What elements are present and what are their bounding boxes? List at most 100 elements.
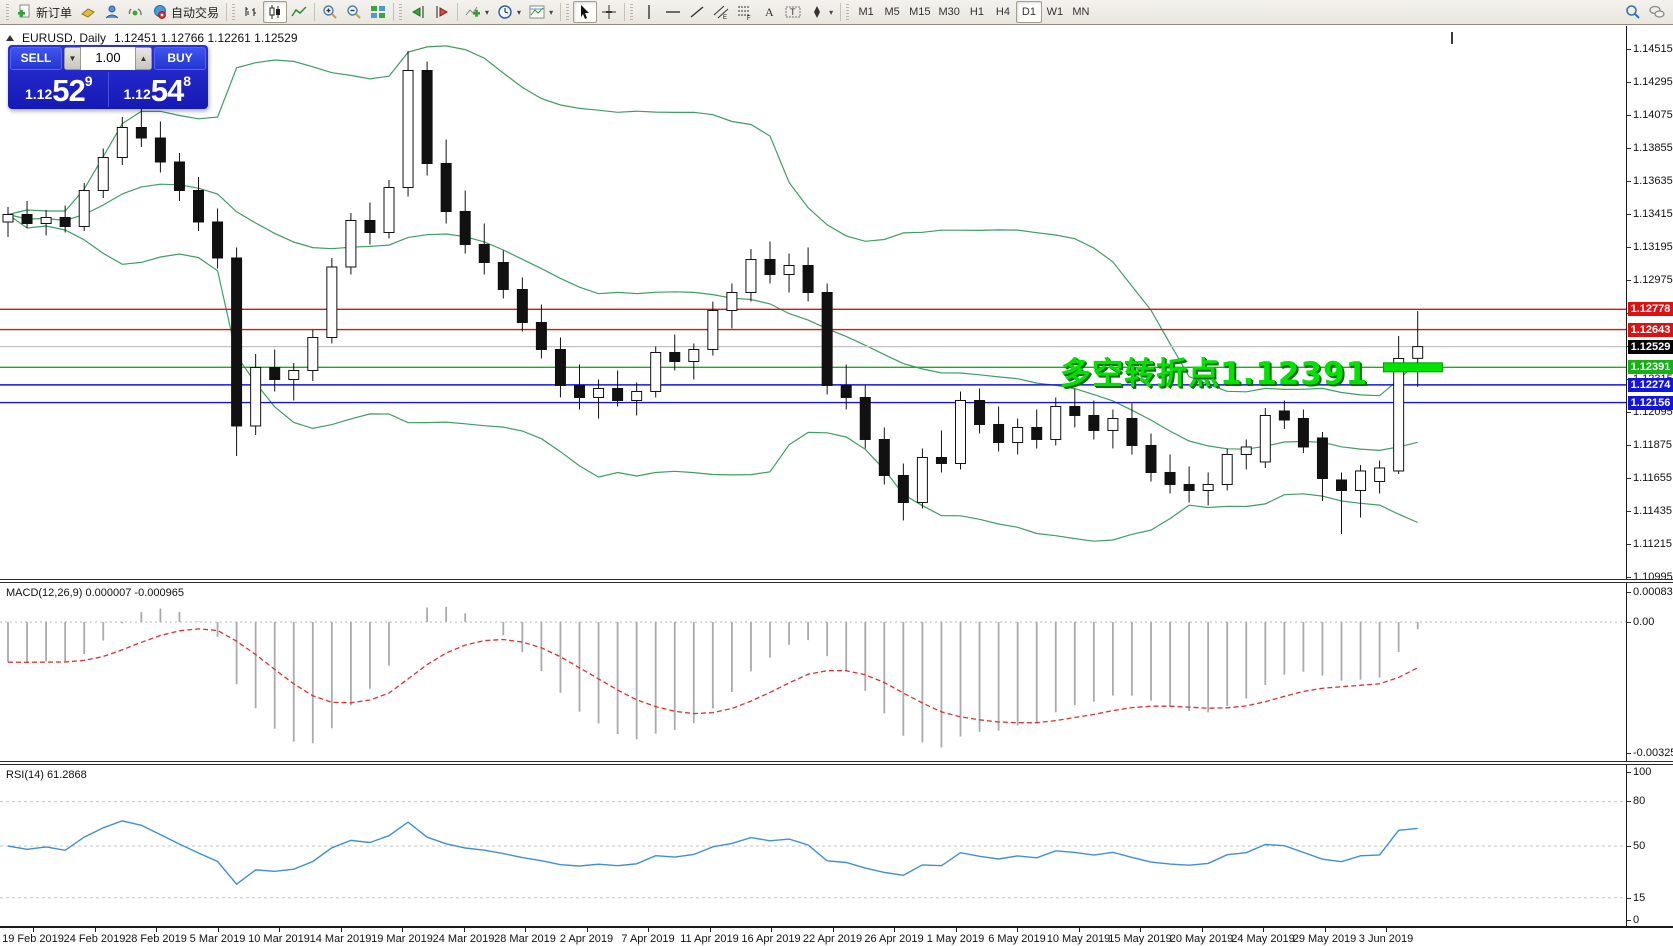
- text-button[interactable]: A: [757, 1, 781, 23]
- bearish-candle[interactable]: [802, 264, 814, 293]
- bearish-candle[interactable]: [231, 257, 243, 427]
- timeframe-button-d1[interactable]: D1: [1015, 1, 1042, 23]
- candlestick-chart-surface[interactable]: [0, 27, 1626, 580]
- pane-separator[interactable]: [0, 761, 1673, 765]
- new-order-button[interactable]: 新订单: [13, 1, 76, 23]
- bearish-candle[interactable]: [612, 387, 624, 401]
- bullish-candle[interactable]: [916, 456, 928, 503]
- bullish-candle[interactable]: [1374, 467, 1386, 482]
- toolbar-group-handle[interactable]: [6, 4, 9, 20]
- timeframe-button-m30[interactable]: M30: [938, 6, 960, 18]
- bearish-candle[interactable]: [554, 348, 566, 386]
- cursor-button[interactable]: [573, 1, 598, 23]
- bearish-candle[interactable]: [935, 456, 947, 464]
- bullish-candle[interactable]: [650, 351, 662, 392]
- bearish-candle[interactable]: [135, 126, 147, 139]
- bullish-candle[interactable]: [1355, 470, 1367, 491]
- toolbar-group-handle[interactable]: [630, 4, 634, 20]
- bearish-candle[interactable]: [212, 221, 224, 259]
- bullish-candle[interactable]: [1240, 446, 1252, 455]
- bearish-candle[interactable]: [1297, 417, 1309, 448]
- highlight-segment[interactable]: [1382, 362, 1443, 373]
- bearish-candle[interactable]: [1278, 410, 1290, 421]
- dropdown-arrow-icon[interactable]: ▾: [549, 7, 554, 17]
- bullish-candle[interactable]: [1221, 453, 1233, 485]
- bullish-candle[interactable]: [402, 69, 414, 188]
- toolbar-group-handle[interactable]: [566, 4, 570, 20]
- bearish-candle[interactable]: [878, 438, 890, 476]
- bullish-candle[interactable]: [288, 369, 300, 380]
- bearish-candle[interactable]: [897, 474, 909, 503]
- bearish-candle[interactable]: [764, 258, 776, 275]
- bullish-candle[interactable]: [1259, 414, 1271, 463]
- bearish-candle[interactable]: [1336, 479, 1347, 491]
- bullish-candle[interactable]: [955, 399, 966, 464]
- buy-price-display[interactable]: 1.12 54 8: [109, 72, 207, 107]
- price-axis[interactable]: 1.14515 1.14295 1.14075 1.13855 1.13635 1.134…: [1626, 26, 1673, 926]
- rsi-pane[interactable]: [0, 765, 1626, 926]
- collapse-icon[interactable]: [6, 35, 14, 41]
- bullish-candle[interactable]: [40, 216, 52, 224]
- bullish-candle[interactable]: [2, 213, 14, 223]
- bearish-candle[interactable]: [516, 288, 528, 323]
- bullish-candle[interactable]: [97, 156, 109, 191]
- bearish-candle[interactable]: [1069, 405, 1081, 416]
- date-axis[interactable]: 19 Feb 2019 24 Feb 2019 28 Feb 2019 5 Mar 2…: [0, 928, 1673, 946]
- bearish-candle[interactable]: [1126, 417, 1138, 446]
- bearish-candle[interactable]: [1145, 444, 1157, 473]
- bearish-candle[interactable]: [859, 396, 871, 440]
- dropdown-arrow-icon[interactable]: ▾: [829, 7, 834, 17]
- bullish-candle[interactable]: [726, 291, 738, 311]
- dropdown-arrow-icon[interactable]: ▾: [485, 7, 490, 17]
- timeframe-button-h1[interactable]: H1: [969, 6, 984, 18]
- bearish-candle[interactable]: [1088, 414, 1100, 431]
- toolbar-group-handle[interactable]: [399, 4, 403, 20]
- journal-button[interactable]: [76, 1, 100, 23]
- chart-window[interactable]: EURUSD, Daily 1.12451 1.12766 1.12261 1.…: [0, 26, 1673, 946]
- bearish-candle[interactable]: [21, 213, 33, 224]
- bullish-candle[interactable]: [1412, 346, 1424, 359]
- bullish-candle[interactable]: [1202, 483, 1214, 491]
- bearish-candle[interactable]: [154, 137, 166, 163]
- crosshair-button[interactable]: [597, 1, 621, 23]
- price-chart-pane[interactable]: [0, 27, 1626, 580]
- bearish-candle[interactable]: [669, 351, 681, 362]
- bullish-candle[interactable]: [116, 126, 128, 158]
- bearish-candle[interactable]: [1164, 471, 1176, 485]
- macd-pane[interactable]: [0, 583, 1626, 762]
- bearish-candle[interactable]: [59, 216, 71, 227]
- bullish-candle[interactable]: [1393, 357, 1405, 472]
- toolbar-group-handle[interactable]: [846, 4, 850, 20]
- rsi-chart-surface[interactable]: [0, 765, 1626, 926]
- bullish-candle[interactable]: [688, 348, 700, 362]
- bearish-candle[interactable]: [440, 162, 452, 212]
- vertical-line-button[interactable]: [637, 1, 661, 23]
- volume-input[interactable]: 1.00: [81, 47, 135, 70]
- volume-up-button[interactable]: ▲: [135, 47, 152, 70]
- bearish-candle[interactable]: [993, 423, 1005, 443]
- sell-price-display[interactable]: 1.12 52 9: [10, 72, 109, 107]
- chart-annotation-text[interactable]: 多空转折点1.12391: [1060, 356, 1369, 392]
- periods-button[interactable]: ▾: [493, 1, 525, 23]
- bearish-candle[interactable]: [497, 261, 509, 290]
- bearish-candle[interactable]: [478, 243, 490, 263]
- timeframe-button-h4[interactable]: H4: [995, 6, 1010, 18]
- bearish-candle[interactable]: [421, 69, 433, 164]
- bearish-candle[interactable]: [1316, 437, 1328, 479]
- toolbar-group-handle[interactable]: [232, 4, 236, 20]
- bullish-candle[interactable]: [345, 219, 357, 268]
- chat-button[interactable]: [1645, 1, 1669, 23]
- bearish-candle[interactable]: [574, 384, 585, 398]
- volume-down-button[interactable]: ▼: [64, 47, 81, 70]
- bearish-candle[interactable]: [821, 291, 833, 386]
- bullish-candle[interactable]: [745, 258, 757, 293]
- arrows-button[interactable]: ▾: [805, 1, 837, 23]
- bullish-candle[interactable]: [1050, 405, 1062, 440]
- timeframe-button-m1[interactable]: M1: [858, 6, 874, 18]
- timeframe-button-m5[interactable]: M5: [884, 6, 900, 18]
- bullish-candle[interactable]: [307, 336, 319, 371]
- timeframe-button-mn[interactable]: MN: [1072, 6, 1090, 18]
- horizontal-line-button[interactable]: [661, 1, 685, 23]
- timeframe-button-w1[interactable]: W1: [1046, 6, 1064, 18]
- autotrading-button[interactable]: 自动交易: [148, 1, 223, 23]
